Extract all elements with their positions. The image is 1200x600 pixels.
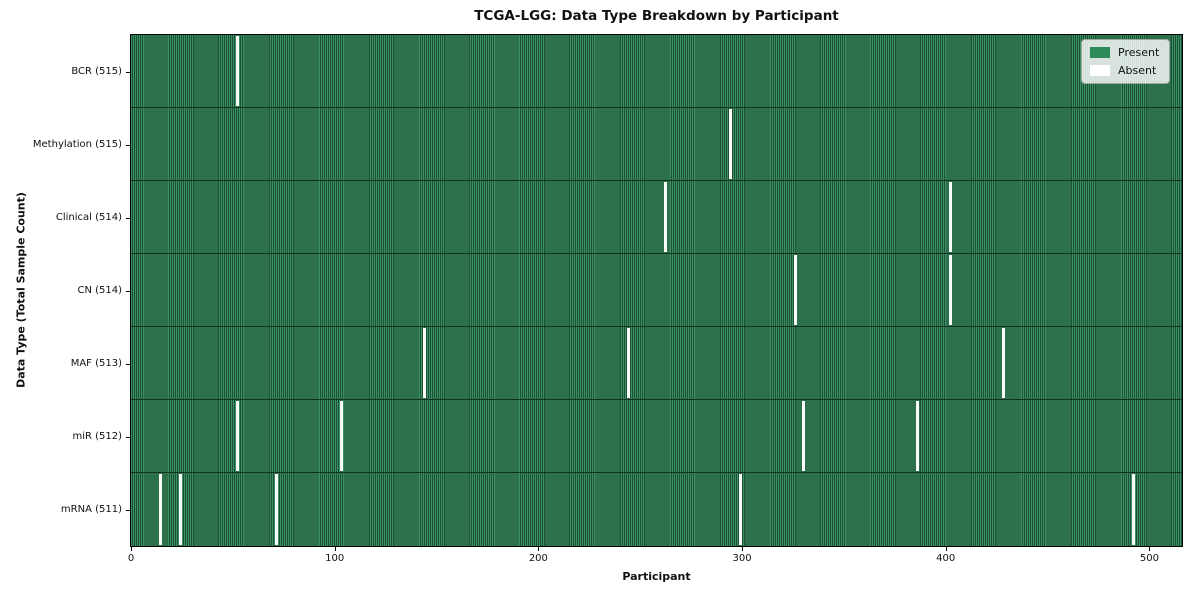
y-tick-mark [126,510,130,511]
legend-entry-present: Present [1090,46,1159,59]
absent-marker-miR-52 [235,401,239,471]
y-tick-label-BCR: BCR (515) [71,65,122,77]
heatmap-row-BCR [131,35,1182,108]
x-tick-label-0: 0 [127,553,135,564]
x-tick-mark [538,547,540,551]
x-tick-mark [131,547,132,551]
absent-marker-MAF-428 [1001,328,1005,398]
y-tick-mark [126,437,130,438]
legend-label: Absent [1118,64,1157,77]
x-tick-label-100: 100 [325,553,345,564]
y-tick-mark [126,364,130,365]
y-tick-label-CN: CN (514) [77,284,122,296]
absent-marker-mRNA-14 [158,474,162,545]
y-tick-mark [126,72,130,73]
heatmap-row-Clinical [131,181,1182,254]
plot-area [130,34,1183,547]
absent-marker-mRNA-492 [1132,474,1136,545]
absent-marker-miR-330 [802,401,806,471]
y-tick-mark [126,145,130,146]
heatmap-row-MAF [131,327,1182,400]
y-tick-label-miR: miR (512) [72,430,122,442]
x-tick-label-300: 300 [732,553,752,564]
heatmap-row-mRNA [131,473,1182,546]
legend-swatch-present [1090,47,1110,58]
legend: Present Absent [1081,39,1171,84]
absent-marker-mRNA-24 [178,474,182,545]
heatmap-row-miR [131,400,1182,473]
absent-marker-Clinical-402 [948,182,952,252]
y-tick-mark [126,291,130,292]
x-tick-label-500: 500 [1139,553,1159,564]
absent-marker-BCR-52 [235,36,239,106]
x-tick-mark [1149,547,1151,551]
x-tick-label-200: 200 [528,553,548,564]
y-tick-label-mRNA: mRNA (511) [60,503,122,515]
y-tick-label-MAF: MAF (513) [70,357,122,369]
absent-marker-MAF-244 [626,328,630,398]
x-tick-mark [334,547,336,551]
y-tick-label-Clinical: Clinical (514) [55,211,122,223]
y-tick-mark [126,218,130,219]
absent-marker-Methylation-294 [728,109,732,179]
absent-marker-CN-326 [794,255,797,325]
heatmap-row-Methylation [131,108,1182,181]
absent-marker-CN-402 [948,255,952,325]
absent-marker-miR-386 [916,401,920,471]
legend-swatch-absent [1090,65,1110,76]
chart-title: TCGA-LGG: Data Type Breakdown by Partici… [474,8,839,24]
x-tick-mark [945,547,947,551]
heatmap-row-CN [131,254,1182,327]
x-tick-label-400: 400 [936,553,956,564]
absent-marker-mRNA-71 [274,474,278,545]
x-axis-label: Participant [622,570,691,583]
absent-marker-Clinical-262 [663,182,667,252]
legend-label: Present [1118,46,1160,59]
absent-marker-miR-103 [339,401,343,471]
x-tick-mark [742,547,744,551]
absent-marker-mRNA-299 [739,474,742,545]
legend-entry-absent: Absent [1090,64,1159,77]
absent-marker-MAF-144 [423,328,427,398]
y-tick-label-Methylation: Methylation (515) [32,138,122,150]
